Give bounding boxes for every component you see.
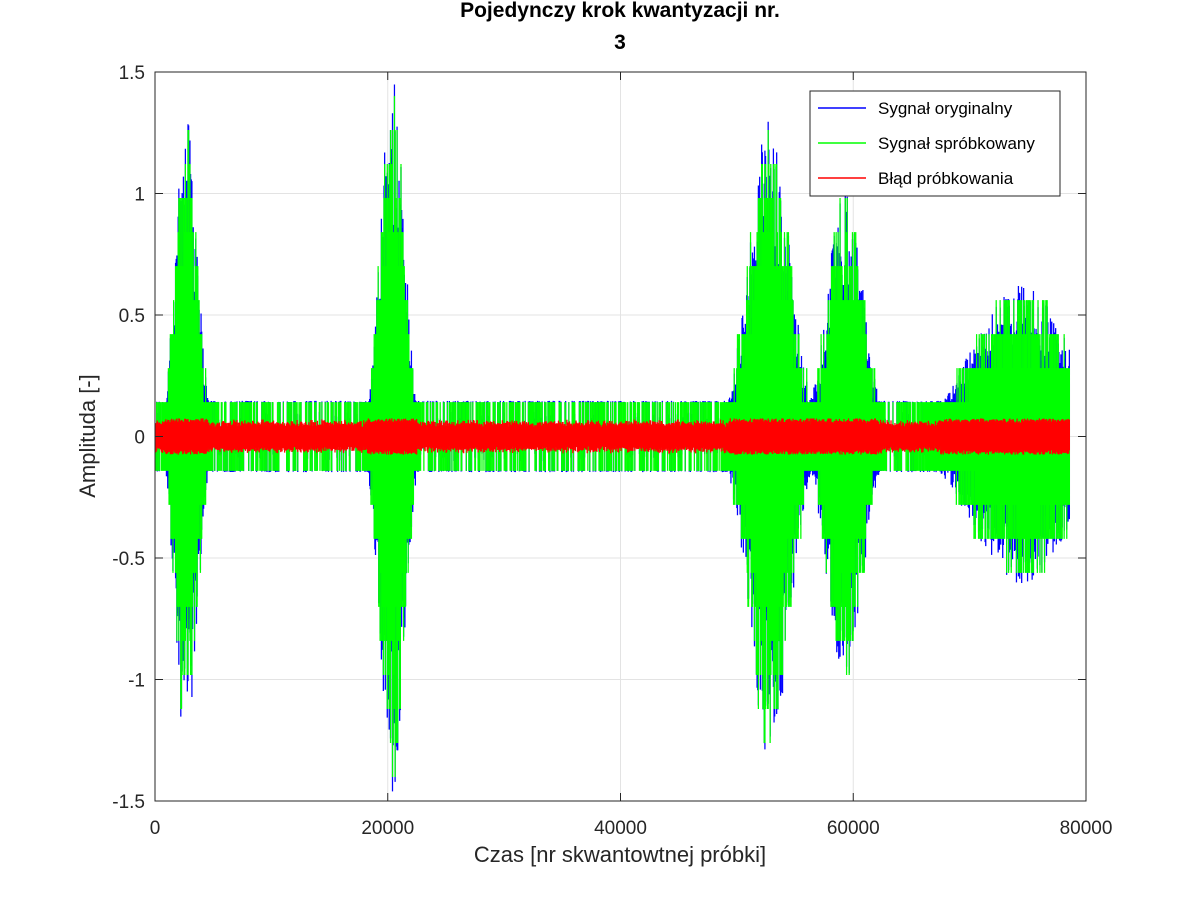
- x-tick-label: 40000: [594, 818, 647, 839]
- y-tick-label: 1.5: [119, 63, 145, 84]
- series-layer: [154, 84, 1071, 792]
- y-tick-label: 0.5: [119, 306, 145, 327]
- y-tick-label: -1: [128, 671, 145, 692]
- legend-label-original: Sygnał oryginalny: [878, 99, 1013, 118]
- x-tick-label: 60000: [827, 818, 880, 839]
- y-tick-label: 0: [134, 428, 145, 449]
- y-tick-label: -0.5: [112, 549, 145, 570]
- x-axis-label: Czas [nr skwantowtnej próbki]: [474, 842, 766, 867]
- y-tick-label: -1.5: [112, 792, 145, 813]
- axes: 0 20000 40000 60000 80000 -1.5 -1 -0.5 0 0.5 1 1.5: [112, 63, 1112, 839]
- series-line-error: [154, 418, 1071, 455]
- legend-label-quantized: Sygnał spróbkowany: [878, 134, 1035, 153]
- x-tick-label: 80000: [1060, 818, 1113, 839]
- legend-label-error: Błąd próbkowania: [878, 169, 1014, 188]
- chart-title-line-1: Pojedynczy krok kwantyzacji nr.: [460, 0, 780, 22]
- x-tick-label: 20000: [361, 818, 414, 839]
- x-tick-label: 0: [150, 818, 161, 839]
- legend: Sygnał oryginalny Sygnał spróbkowany Błą…: [809, 90, 1061, 197]
- y-axis-label: Amplituda [-]: [75, 374, 100, 498]
- chart-title-line-2: 3: [614, 31, 626, 54]
- y-tick-label: 1: [134, 185, 145, 206]
